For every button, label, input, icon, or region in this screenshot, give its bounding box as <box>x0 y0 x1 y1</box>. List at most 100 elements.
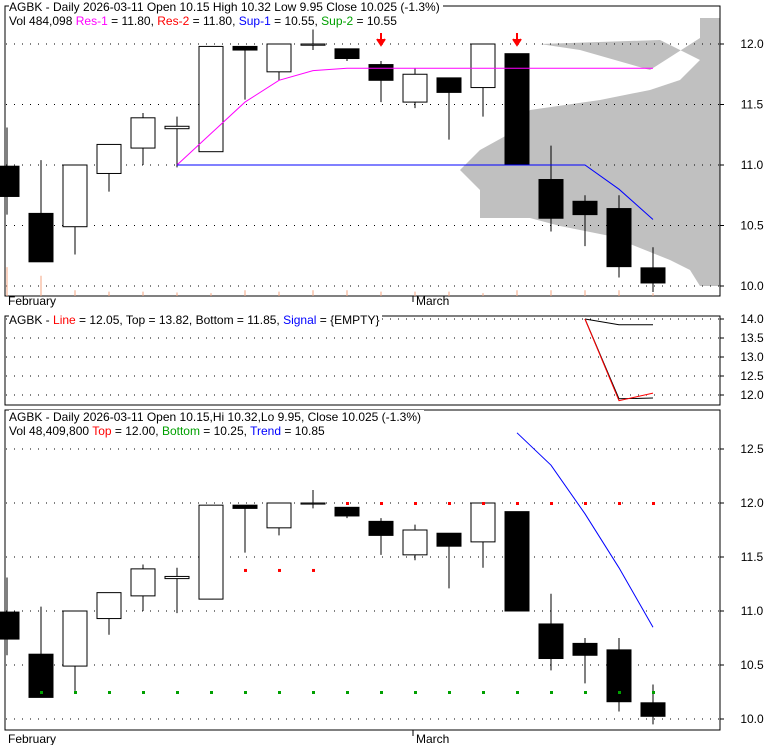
candle-body <box>436 77 462 93</box>
indicator-line <box>584 318 653 326</box>
candle-body <box>28 653 54 698</box>
y-tick-label: 12.0 <box>740 388 764 402</box>
volume-profile <box>460 18 720 286</box>
candle-body <box>368 64 394 81</box>
bottom-dot <box>516 691 519 694</box>
candle-body <box>62 164 88 228</box>
sup1-label: Sup-1 <box>238 14 271 28</box>
y-tick-label: 10.5 <box>740 219 764 233</box>
y-tick-label: 10.5 <box>740 658 764 672</box>
mid-panel-header: AGBK - Line = 12.05, Top = 13.82, Bottom… <box>9 313 383 327</box>
top-label: Top <box>92 424 112 438</box>
candle-body <box>402 73 428 103</box>
candle-body <box>606 208 632 268</box>
candle-body <box>300 43 326 46</box>
bottom-dot <box>40 691 43 694</box>
bottom-dot <box>380 691 383 694</box>
x-label: February <box>8 732 56 745</box>
bottom-dot <box>346 691 349 694</box>
y-tick-label: 12.0 <box>740 37 764 51</box>
bottom-vol: Vol 48,409,800 <box>9 424 93 438</box>
candle-body <box>96 143 122 174</box>
sup2-value: = 10.55 <box>353 14 397 28</box>
bottom-dot <box>652 691 655 694</box>
candle-body <box>572 200 598 216</box>
line-values: = 12.05, Top = 13.82, Bottom = 11.85, <box>75 313 284 327</box>
res2-label: Res-2 <box>157 14 190 28</box>
trend-label: Trend <box>250 424 282 438</box>
x-label: February <box>8 294 56 308</box>
top-dot <box>516 502 519 505</box>
line-label: Line <box>53 313 76 327</box>
y-tick-label: 11.0 <box>741 604 764 618</box>
candle-body <box>538 623 564 660</box>
top-dot <box>278 568 281 572</box>
trend-value: = 10.85 <box>281 424 325 438</box>
candle-body <box>0 165 20 197</box>
bottom-dot <box>108 691 111 694</box>
bottom-dot <box>414 691 417 694</box>
candle-body <box>436 532 462 547</box>
y-tick-label: 12.5 <box>740 442 764 456</box>
bottom-legend: Vol 48,409,800 Top = 12.00, Bottom = 10.… <box>9 424 421 438</box>
res1-label: Res-1 <box>75 14 108 28</box>
indicator-line <box>584 318 654 400</box>
candle-body <box>130 568 156 597</box>
candle-body <box>640 702 666 717</box>
candle-body <box>402 529 428 556</box>
bottom-value: = 10.25, <box>199 424 251 438</box>
bottom-dot <box>584 691 587 694</box>
candle-body <box>164 125 190 130</box>
candle-body <box>28 212 54 263</box>
x-label: March <box>416 732 449 745</box>
bottom-dot <box>74 691 77 694</box>
bottom-dot <box>142 691 145 694</box>
bottom-dot <box>210 691 213 694</box>
candle-body <box>470 43 496 89</box>
top-dot <box>414 502 417 505</box>
top-dot <box>482 502 485 505</box>
candle-body <box>572 642 598 656</box>
bottom-dot <box>482 691 485 694</box>
candle-body <box>334 48 360 60</box>
signal-label: Signal <box>283 313 317 327</box>
candle-body <box>198 45 224 153</box>
candle-body <box>62 610 88 667</box>
bottom-dot <box>448 691 451 694</box>
sup1-value: = 10.55, <box>270 14 322 28</box>
top-legend: Vol 484,098 Res-1 = 11.80, Res-2 = 11.80… <box>9 14 440 28</box>
signal-arrow <box>376 33 386 47</box>
candle-body <box>266 502 292 529</box>
signal-value: = {EMPTY} <box>316 313 380 327</box>
top-dot <box>550 502 553 505</box>
res1-value: = 11.80, <box>107 14 158 28</box>
candle-body <box>232 504 258 509</box>
top-dot <box>448 502 451 505</box>
bottom-dot <box>244 691 247 694</box>
y-tick-label: 13.5 <box>740 331 764 345</box>
indicator-line <box>584 318 654 402</box>
candle-body <box>334 506 360 517</box>
candle-body <box>232 45 258 51</box>
candle-body <box>164 575 190 580</box>
top-dot <box>618 502 621 505</box>
top-dot <box>244 568 247 572</box>
candle-body <box>198 504 224 600</box>
candle-body <box>504 53 530 166</box>
x-label: March <box>416 294 449 308</box>
bottom-title: AGBK - Daily 2026-03-11 Open 10.15,Hi 10… <box>9 410 422 424</box>
panel-frame <box>4 315 721 406</box>
bottom-dot <box>278 691 281 694</box>
top-value: = 12.00, <box>111 424 162 438</box>
y-tick-label: 10.0 <box>740 712 764 726</box>
y-tick-label: 13.0 <box>740 350 764 364</box>
y-tick-label: 11.0 <box>741 158 764 172</box>
candle-body <box>266 43 292 73</box>
candle-body <box>640 267 666 284</box>
trend-line <box>516 432 654 628</box>
signal-arrow <box>512 33 522 47</box>
bottom-label: Bottom <box>161 424 200 438</box>
y-tick-label: 11.5 <box>741 550 764 564</box>
mid-prefix: AGBK - <box>9 313 54 327</box>
